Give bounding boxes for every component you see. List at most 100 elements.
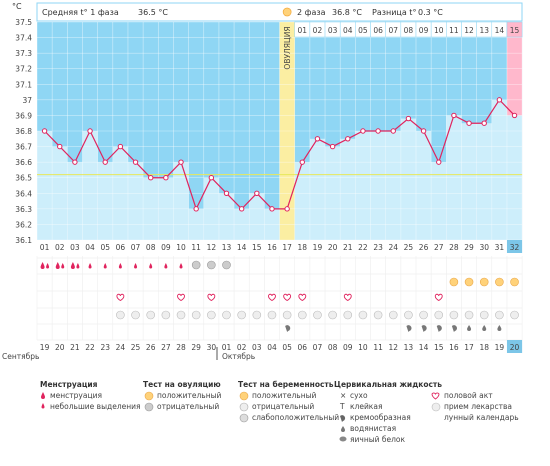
ovtest-positive-icon [449, 277, 459, 287]
cycle-day-label: 28 [449, 243, 459, 252]
calendar-date-label: 20 [510, 343, 520, 352]
phase2-day-cell [506, 21, 523, 38]
temperature-point [269, 206, 275, 212]
phase2-day-label: 05 [358, 26, 368, 35]
cycle-day-label: 09 [161, 243, 171, 252]
calendar-date-label: 06 [298, 343, 308, 352]
calendar-date-label: 19 [495, 343, 505, 352]
menstruation-icon [40, 262, 50, 269]
legend-fluid-eggwhite: яичный белок [350, 435, 406, 444]
phase2-label: 2 фаза [297, 8, 326, 17]
cycle-day-label: 14 [237, 243, 247, 252]
y-tick-label: 37.5 [15, 18, 32, 27]
fluid-creamy-icon [451, 325, 458, 332]
cycle-day-label: 23 [373, 243, 383, 252]
y-tick-label: 37.4 [15, 34, 32, 43]
temperature-column [127, 162, 144, 240]
y-tick-label: 36.9 [15, 111, 32, 120]
temperature-column [416, 131, 432, 240]
legend-ovtest-positive: положительный [157, 391, 222, 400]
cycle-day-label: 27 [434, 243, 444, 252]
y-tick-label: 36.2 [15, 220, 32, 229]
calendar-date-label: 04 [267, 343, 277, 352]
calendar-date-label: 20 [55, 343, 65, 352]
temperature-point [163, 175, 169, 181]
calendar-date-label: 11 [373, 343, 383, 352]
legend-ovtest-title: Тест на овуляцию [143, 380, 221, 389]
legend: Менструация менструация небольшие выделе… [40, 380, 519, 444]
legend-pregtest-negative: отрицательный [252, 402, 314, 411]
medication-icon [267, 310, 277, 320]
temperature-column [97, 162, 113, 240]
medication-icon [404, 310, 413, 320]
temperature-column [218, 193, 235, 240]
temperature-point [420, 128, 427, 134]
phase2-day-label: 06 [373, 26, 383, 35]
phase2-day-label: 12 [464, 26, 474, 35]
cycle-day-label: 02 [55, 243, 65, 252]
temperature-point [178, 159, 184, 165]
calendar-date-label: 15 [434, 343, 444, 352]
calendar-date-label: 07 [313, 343, 323, 352]
calendar-date-label: 08 [328, 343, 338, 352]
cycle-day-label: 10 [176, 243, 186, 252]
medication-icon [222, 310, 231, 320]
cycle-day-label: 29 [464, 243, 474, 252]
y-tick-label: 36.5 [15, 174, 32, 183]
cycle-day-label: 06 [116, 243, 126, 252]
medication-icon [176, 310, 186, 320]
ovtest-positive-icon [464, 277, 474, 287]
temperature-point [284, 206, 290, 212]
fluid-watery-icon [482, 325, 487, 331]
calendar-date-label: 22 [85, 343, 95, 352]
cycle-day-label: 01 [40, 243, 50, 252]
small-discharge-icon [103, 263, 107, 269]
medication-icon [419, 310, 428, 320]
calendar-date-label: 10 [358, 343, 368, 352]
medication-icon [434, 310, 444, 320]
intercourse-icon [343, 293, 352, 302]
legend-pregtest-positive: положительный [252, 391, 317, 400]
temperature-point [223, 190, 230, 196]
sun-icon [282, 7, 292, 17]
intercourse-icon [283, 293, 292, 302]
ovtest-positive-icon [144, 391, 154, 401]
temperature-column [37, 131, 53, 240]
temperature-column [249, 193, 265, 240]
small-discharge-icon [179, 263, 183, 269]
medication-icon [297, 310, 307, 320]
fluid-creamy-icon [285, 325, 291, 332]
legend-pregtest-weak: слабоположительный [252, 413, 339, 422]
small-discharge-icon [134, 263, 138, 269]
temperature-point [117, 143, 124, 150]
fluid-eggwhite-icon [339, 436, 347, 442]
y-tick-label: 37.2 [15, 65, 32, 74]
y-tick-label: 37.1 [15, 80, 32, 89]
medication-icon [161, 310, 171, 320]
phase2-day-label: 09 [419, 26, 429, 35]
cycle-day-label: 31 [495, 243, 505, 252]
temperature-column [82, 131, 98, 240]
temperature-column [355, 131, 371, 240]
cycle-day-label: 03 [70, 243, 80, 252]
temperature-point [193, 206, 199, 212]
small-drop-icon [41, 403, 45, 409]
moon-icon [433, 414, 437, 422]
cycle-day-label: 24 [388, 243, 398, 252]
cycle-day-label: 11 [191, 243, 201, 252]
y-unit-label: °C [12, 2, 22, 11]
temperature-point [345, 136, 351, 142]
calendar-date-label: 16 [449, 343, 459, 352]
medication-icon [191, 310, 201, 320]
cycle-day-label: 15 [252, 243, 262, 252]
y-tick-label: 36.7 [15, 143, 32, 152]
legend-ovtest-negative: отрицательный [157, 402, 219, 411]
today-day-cell [506, 240, 523, 253]
calendar-date-label: 27 [161, 343, 171, 352]
small-discharge-icon [164, 263, 168, 269]
legend-fluid-sticky: клейкая [350, 402, 382, 411]
temperature-point [496, 97, 503, 103]
y-tick-label: 36.4 [15, 189, 32, 198]
temperature-column [461, 123, 477, 240]
cycle-day-label: 32 [510, 243, 520, 252]
